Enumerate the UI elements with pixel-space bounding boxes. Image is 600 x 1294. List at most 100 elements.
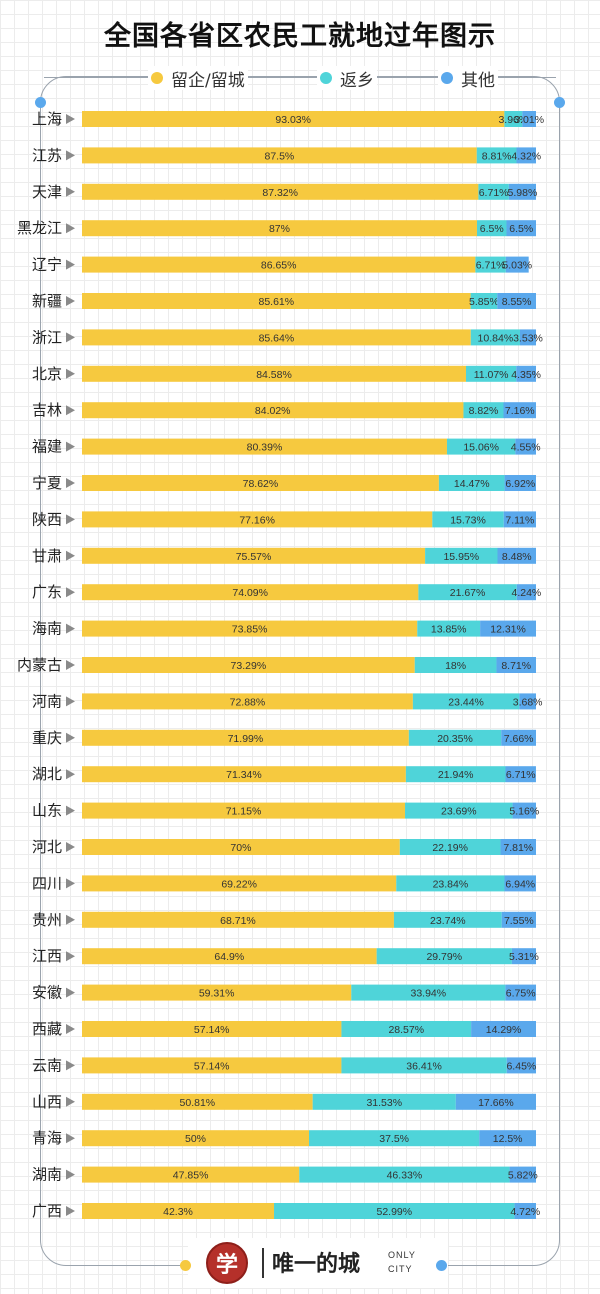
bar-segment-other [505,256,529,273]
data-label-other: 4.55% [511,442,541,454]
data-label-return: 13.85% [431,624,467,636]
data-label-return: 15.06% [463,442,499,454]
data-label-other: 5.16% [509,806,539,818]
data-label-other: 7.55% [504,915,534,927]
bar-segment-stay [82,1166,300,1183]
row-pointer-icon [66,914,75,925]
bar-segment-return [438,475,505,491]
bar-segment-other [479,1130,536,1147]
data-label-return: 23.69% [441,806,477,818]
bar-segment-other [480,620,536,637]
bar-segment-stay [82,1057,342,1074]
data-label-stay: 50% [185,1133,206,1145]
bar-segment-stay [82,511,433,528]
data-label-stay: 75.57% [236,551,272,563]
row-pointer-icon [66,1206,75,1216]
category-label: 重庆 [32,729,62,747]
bar-segment-return [351,984,506,1001]
bar-segment-stay [82,802,406,819]
row-pointer-icon [66,259,75,270]
data-label-return: 8.81% [482,150,512,162]
category-label: 新疆 [32,292,62,310]
bar-segment-return [414,657,497,673]
data-label-other: 5.03% [502,260,532,272]
legend-label-stay: 留企/留城 [171,70,245,91]
bar-segment-other [506,220,536,237]
data-label-other: 6.5% [509,223,533,235]
legend-line [44,77,556,78]
row-pointer-icon [66,550,75,561]
bar-segment-return [408,729,502,746]
data-label-return: 29.79% [426,951,462,963]
bar-segment-stay [82,839,400,855]
data-label-return: 15.95% [443,551,479,563]
data-label-return: 6.71% [479,187,509,199]
row-pointer-icon [66,296,75,306]
category-label: 海南 [32,620,62,638]
data-label-return: 23.84% [433,878,469,890]
bar-segment-stay [82,1021,342,1037]
bar-segment-stay [82,475,439,491]
bar-segment-return [470,293,498,309]
data-label-other: 5.31% [509,951,539,963]
category-label: 宁夏 [32,474,62,492]
bar-segment-other [514,1203,536,1219]
bar-segment-stay [82,911,394,928]
category-label: 湖北 [32,765,62,783]
legend-item-stay: 留企/留城 [148,66,248,91]
bar-segment-return [432,511,504,528]
data-label-stay: 70% [230,842,251,854]
row-pointer-icon [66,878,75,889]
bar-segment-stay [82,984,352,1001]
category-label: 贵州 [32,911,62,929]
data-label-other: 7.11% [505,514,534,526]
bar-segment-other [515,438,536,455]
row-pointer-icon [66,660,75,670]
bar-segment-other [505,984,537,1001]
row-pointer-icon [66,732,75,743]
category-label: 福建 [32,438,62,456]
row-pointer-icon [66,114,75,124]
data-label-other: 17.66% [478,1097,514,1109]
bar-segment-stay [82,1130,309,1147]
data-label-stay: 77.16% [239,514,275,526]
category-label: 湖南 [32,1166,62,1184]
brand-logo-icon: 学 [206,1242,248,1284]
category-label: 江苏 [32,146,62,164]
bar-segment-return [399,839,501,855]
bar-segment-other [516,584,536,601]
bar-segment-other [519,329,536,346]
bar-segment-other [519,693,536,710]
bar-segment-return [405,766,506,783]
bar-segment-other [500,839,536,855]
bar-segment-other [516,147,536,164]
data-label-other: 6.45% [506,1060,536,1072]
bar-segment-other [501,729,536,746]
legend: 留企/留城 返乡 其他 [0,64,600,94]
data-label-other: 4.35% [511,369,541,381]
bar-segment-return [341,1057,507,1074]
bar-segment-stay [82,875,397,892]
legend-label-return: 返乡 [340,70,374,91]
row-pointer-icon [66,1024,75,1034]
row-pointer-icon [66,441,75,452]
bar-segment-stay [82,620,418,637]
data-label-other: 4.72% [510,1206,540,1218]
row-pointer-icon [66,842,75,852]
data-label-stay: 57.14% [194,1060,230,1072]
data-label-return: 18% [445,660,466,672]
bar-segment-other [506,1057,536,1074]
footer-brand-sub-1: ONLY [388,1250,416,1260]
data-label-stay: 87% [269,223,290,235]
category-label: 天津 [32,183,62,201]
bar-segment-other [501,911,536,928]
data-label-other: 4.32% [511,150,541,162]
data-label-stay: 50.81% [180,1097,216,1109]
data-label-stay: 84.02% [255,405,291,417]
bar-segment-return [299,1166,510,1183]
data-label-stay: 71.34% [226,769,262,781]
bar-segment-return [475,256,506,273]
data-label-stay: 71.99% [228,733,264,745]
bar-segment-stay [82,220,477,237]
row-pointer-icon [66,769,75,780]
